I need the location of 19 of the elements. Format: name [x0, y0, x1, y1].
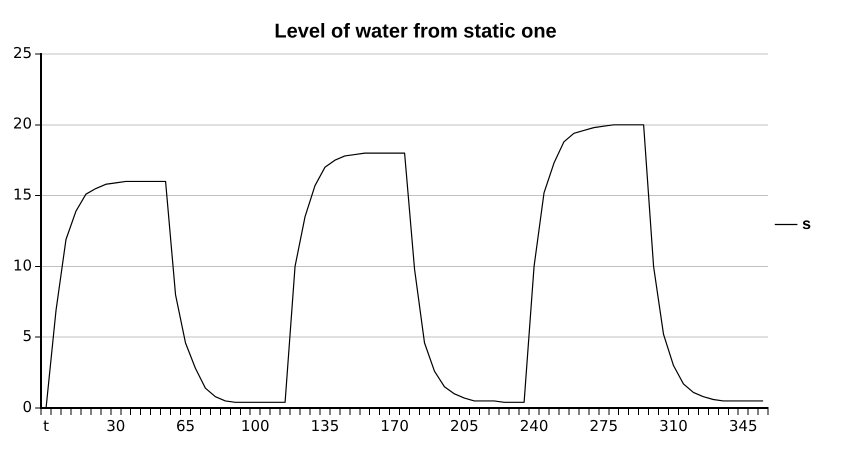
y-tick-label: 20 — [12, 114, 32, 133]
y-tick-label: 15 — [12, 185, 32, 204]
chart-title: Level of water from static one — [274, 20, 557, 43]
y-tick-label: 0 — [22, 398, 32, 416]
x-tick-label: 30 — [106, 416, 126, 435]
x-tick-label: 65 — [176, 416, 196, 435]
x-tick-label: 345 — [728, 416, 758, 435]
x-tick-label: 170 — [380, 416, 409, 435]
x-tick-label: 135 — [310, 416, 340, 435]
x-tick-label: 100 — [240, 416, 270, 435]
x-tick-label: 310 — [659, 416, 688, 435]
x-tick-label: t — [43, 416, 50, 435]
x-tick-label: 205 — [450, 416, 479, 435]
y-tick-label: 10 — [12, 256, 32, 274]
x-tick-label: 275 — [589, 416, 618, 435]
x-tick-label: 240 — [520, 416, 548, 435]
y-tick-label: 25 — [12, 44, 32, 62]
legend-label: s — [802, 216, 812, 233]
y-tick-label: 5 — [22, 327, 32, 346]
